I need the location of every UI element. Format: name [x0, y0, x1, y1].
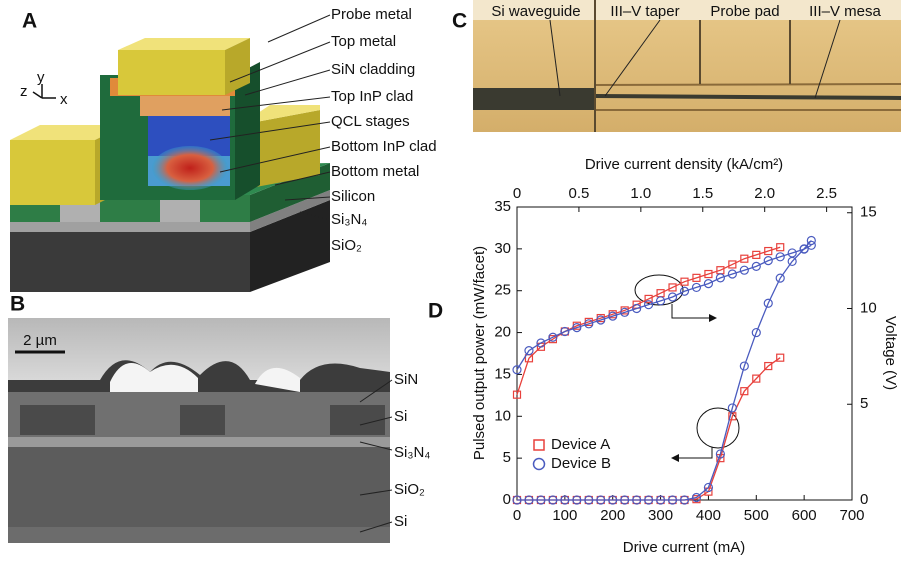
x2-tick-label: 0: [513, 185, 521, 202]
y-tick-label: 10: [494, 407, 511, 424]
panel-b: B 2 µm SiN Si Si₃N₄ SiO₂ Si: [8, 293, 430, 543]
panel-label: A: [22, 10, 37, 33]
y2-tick-label: 0: [860, 491, 868, 508]
x2-axis-title: Drive current density (kA/cm²): [585, 156, 783, 173]
layer-label: SiN: [394, 371, 418, 388]
axis-name: x: [60, 91, 68, 108]
layer-label: Probe metal: [331, 6, 412, 23]
figure: A y z x: [0, 0, 901, 562]
x2-tick-label: 2.5: [816, 185, 837, 202]
y-tick-label: 0: [503, 491, 511, 508]
layer-label: Top InP clad: [331, 88, 413, 105]
legend-marker: [534, 459, 545, 470]
layer-label: SiN cladding: [331, 61, 415, 78]
layer-label: Top metal: [331, 33, 396, 50]
x2-tick-label: 0.5: [568, 185, 589, 202]
panel-d: D Drive current (mA) Drive current densi…: [428, 156, 899, 556]
y2-tick-label: 10: [860, 299, 877, 316]
y-tick-label: 35: [494, 198, 511, 215]
x-tick-label: 200: [600, 507, 625, 524]
x-tick-label: 300: [648, 507, 673, 524]
legend-label: Device B: [551, 455, 611, 472]
layer-label: Si: [394, 513, 407, 530]
x-tick-label: 500: [744, 507, 769, 524]
y-axis-title: Pulsed output power (mW/facet): [471, 246, 488, 460]
x2-tick-label: 2.0: [754, 185, 775, 202]
x-axis-title: Drive current (mA): [623, 539, 746, 556]
sem-image: [8, 318, 390, 543]
panel-c: C Si waveguide III–V taper Probe pad III…: [452, 0, 901, 132]
layer-label: Bottom metal: [331, 163, 419, 180]
panel-a: A y z x: [10, 6, 437, 292]
region-label: Si waveguide: [491, 3, 580, 20]
y2-axis-title: Voltage (V): [882, 316, 899, 390]
scale-bar-label: 2 µm: [23, 332, 57, 349]
panel-label: C: [452, 10, 467, 33]
panel-label: B: [10, 293, 25, 316]
layer-label: Si₃N₄: [331, 211, 367, 228]
y2-tick-label: 5: [860, 395, 868, 412]
region-label: III–V mesa: [809, 3, 881, 20]
layer-label: Bottom InP clad: [331, 138, 437, 155]
region-label: Probe pad: [710, 3, 779, 20]
device-schematic: [10, 38, 330, 292]
x-tick-label: 100: [552, 507, 577, 524]
panel-label: D: [428, 300, 443, 323]
axes-icon: y z x: [20, 69, 68, 108]
axis-name: y: [37, 69, 45, 86]
x-tick-label: 600: [792, 507, 817, 524]
layer-label: Si₃N₄: [394, 444, 430, 461]
x-tick-label: 700: [839, 507, 864, 524]
y-tick-label: 25: [494, 282, 511, 299]
x-tick-label: 400: [696, 507, 721, 524]
layer-label: SiO₂: [394, 481, 425, 498]
region-label: III–V taper: [610, 3, 679, 20]
legend-marker: [534, 440, 544, 450]
x2-tick-label: 1.5: [692, 185, 713, 202]
y2-tick-label: 15: [860, 204, 877, 221]
layer-label: SiO₂: [331, 237, 362, 254]
y-tick-label: 20: [494, 324, 511, 341]
layer-label: Silicon: [331, 188, 375, 205]
y-tick-label: 30: [494, 240, 511, 257]
legend-label: Device A: [551, 436, 610, 453]
x-tick-label: 0: [513, 507, 521, 524]
y-tick-label: 5: [503, 449, 511, 466]
layer-label: QCL stages: [331, 113, 410, 130]
x2-tick-label: 1.0: [630, 185, 651, 202]
axis-name: z: [20, 83, 28, 100]
y-tick-label: 15: [494, 365, 511, 382]
layer-label: Si: [394, 408, 407, 425]
